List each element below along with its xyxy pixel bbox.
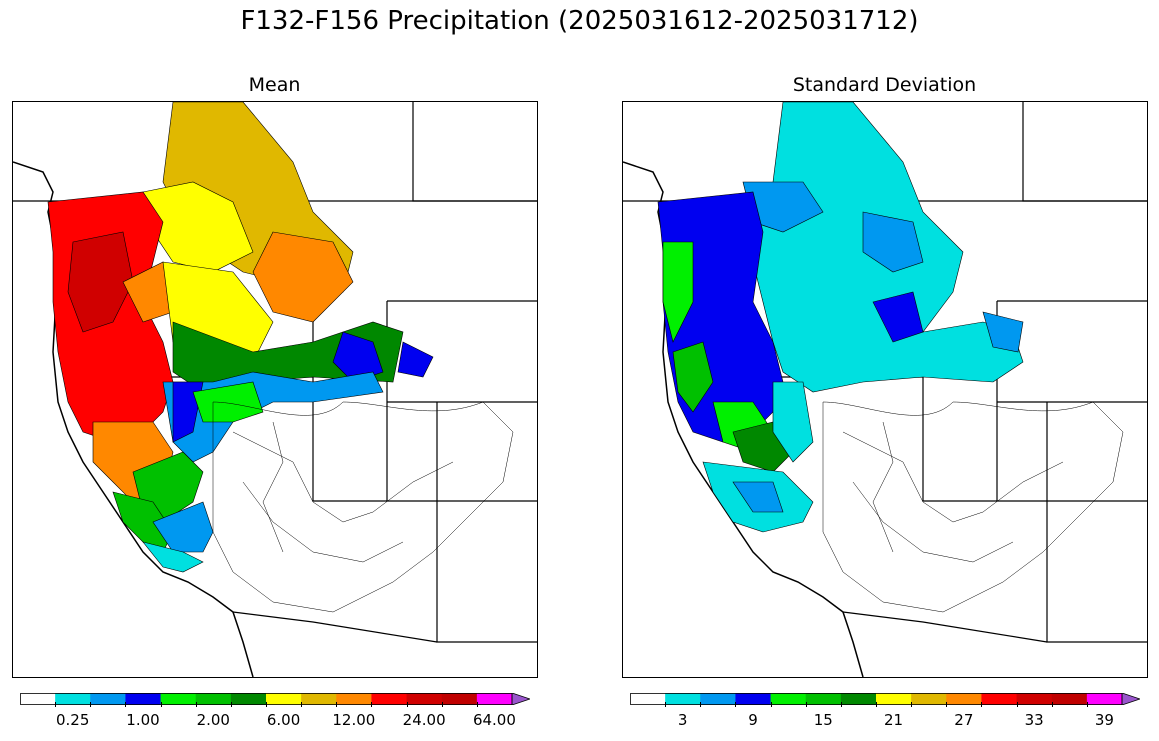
colorbar-swatch: [371, 693, 408, 705]
colorbar-extend-arrow: [1121, 692, 1142, 706]
colorbar-swatch: [1016, 693, 1053, 705]
colorbar-tick: [1051, 702, 1053, 707]
colorbar-label: 39: [1094, 711, 1114, 729]
colorbar-tick: [371, 702, 373, 707]
colorbar-tick: [911, 702, 913, 707]
colorbar-swatch: [90, 693, 126, 705]
colorbar-tick: [476, 702, 478, 707]
figure-title: F132-F156 Precipitation (2025031612-2025…: [240, 6, 919, 36]
colorbar-swatch: [1051, 693, 1088, 705]
colorbar-swatch: [946, 693, 982, 705]
panel-title-stddev: Standard Deviation: [792, 74, 977, 96]
colorbar-swatch: [20, 693, 56, 705]
colorbar-mean-swatches: [20, 692, 532, 706]
colorbar-swatch: [336, 693, 372, 705]
colorbar-swatch: [805, 693, 842, 705]
colorbar-tick: [195, 702, 197, 707]
colorbar-label: 1.00: [126, 711, 160, 729]
colorbar-swatch: [195, 693, 232, 705]
colorbar-stddev: [630, 690, 1142, 706]
colorbar-tick: [160, 702, 162, 707]
colorbar-swatch: [55, 693, 91, 705]
colorbar-tick: [406, 702, 408, 707]
colorbar-label: 6.00: [266, 711, 301, 729]
colorbar-swatch: [665, 693, 701, 705]
colorbar-swatch: [840, 693, 877, 705]
colorbar-label: 3: [677, 711, 688, 729]
colorbar-label: 9: [748, 711, 758, 729]
colorbar-swatch: [630, 693, 666, 705]
colorbar-tick: [665, 702, 667, 707]
colorbar-tick: [981, 702, 983, 707]
colorbar-swatch: [735, 693, 772, 705]
colorbar-swatch: [981, 693, 1018, 705]
colorbar-tick: [805, 702, 807, 707]
colorbar-tick: [946, 702, 948, 707]
colorbar-extend-arrow: [511, 692, 532, 706]
colorbar-swatch: [301, 693, 337, 705]
colorbar-tick: [55, 702, 57, 707]
colorbar-swatch: [770, 693, 807, 705]
colorbar-label: 2.00: [196, 711, 230, 729]
colorbar-tick: [336, 702, 338, 707]
map-panel-mean: [12, 101, 538, 678]
colorbar-tick: [735, 702, 737, 707]
panel-title-mean: Mean: [248, 74, 301, 96]
colorbar-swatch: [266, 693, 302, 705]
colorbar-tick: [1086, 702, 1088, 707]
colorbar-label: 24.00: [402, 711, 446, 729]
colorbar-tick: [301, 702, 303, 707]
colorbar-swatch: [230, 693, 267, 705]
colorbar-tick: [700, 702, 702, 707]
colorbar-swatch: [406, 693, 443, 705]
colorbar-label: 21: [884, 711, 904, 729]
colorbar-mean: [20, 690, 532, 706]
colorbar-tick: [266, 702, 267, 707]
colorbar-tick: [770, 702, 772, 707]
colorbar-tick: [90, 702, 92, 707]
colorbar-swatch: [700, 693, 736, 705]
colorbar-swatch: [1086, 693, 1123, 705]
colorbar-label: 64.00: [472, 711, 516, 729]
colorbar-tick: [840, 702, 842, 707]
colorbar-label: 15: [813, 711, 833, 729]
mean-precip-map: [13, 102, 537, 677]
colorbar-tick: [876, 702, 877, 707]
stddev-precip-map: [623, 102, 1147, 677]
colorbar-tick: [230, 702, 232, 707]
colorbar-label: 12.00: [332, 711, 376, 729]
map-panel-stddev: [622, 101, 1148, 678]
colorbar-swatch: [125, 693, 162, 705]
colorbar-swatch: [876, 693, 912, 705]
colorbar-tick: [125, 702, 127, 707]
colorbar-tick: [1016, 702, 1018, 707]
colorbar-label: 0.25: [56, 711, 90, 729]
colorbar-swatch: [160, 693, 197, 705]
colorbar-stddev-swatches: [630, 692, 1142, 706]
colorbar-label: 33: [1024, 711, 1044, 729]
colorbar-swatch: [476, 693, 513, 705]
colorbar-swatch: [441, 693, 478, 705]
colorbar-swatch: [911, 693, 947, 705]
colorbar-label: 27: [954, 711, 974, 729]
colorbar-tick: [441, 702, 443, 707]
